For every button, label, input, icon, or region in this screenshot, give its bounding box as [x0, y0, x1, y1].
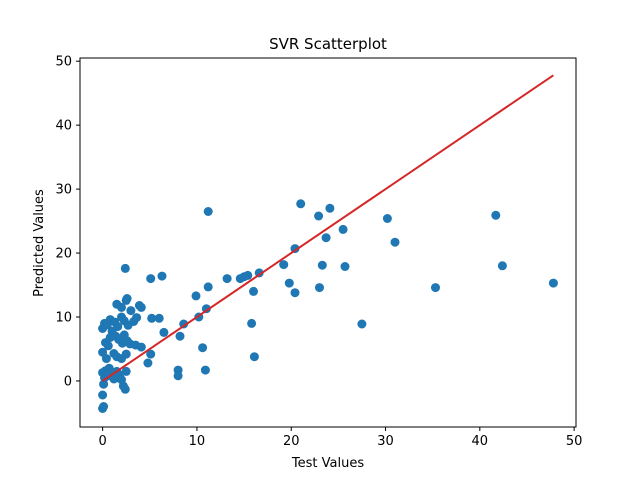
data-point — [315, 283, 324, 293]
data-point — [548, 278, 558, 288]
data-point — [431, 283, 440, 293]
x-tick-label: 30 — [377, 434, 394, 449]
data-point — [98, 347, 108, 357]
data-point — [325, 203, 335, 213]
data-point — [491, 210, 501, 220]
data-point — [120, 384, 130, 394]
data-point — [136, 302, 146, 312]
data-point — [126, 306, 136, 316]
data-point — [321, 233, 331, 243]
x-tick-label: 20 — [283, 434, 300, 449]
data-point — [117, 302, 126, 312]
data-point — [249, 352, 259, 362]
data-point — [338, 224, 348, 234]
data-point — [340, 262, 350, 271]
data-point — [120, 263, 130, 273]
data-point — [390, 237, 400, 247]
data-point — [154, 313, 164, 323]
data-point — [146, 274, 156, 284]
data-point — [191, 291, 201, 301]
plot-frame — [79, 57, 577, 428]
data-point — [103, 341, 113, 351]
chart-title: SVR Scatterplot — [269, 35, 387, 53]
data-point — [132, 313, 142, 323]
y-tick-label: 20 — [55, 247, 72, 262]
data-point — [284, 278, 294, 288]
data-point — [247, 318, 257, 328]
y-axis-ticks: 0 10 20 30 40 50 — [55, 55, 80, 389]
y-tick-label: 50 — [55, 55, 72, 70]
x-axis-label: Test Values — [291, 456, 364, 471]
data-point — [198, 343, 208, 353]
data-point — [203, 207, 213, 216]
data-point — [159, 327, 169, 337]
fit-line — [102, 74, 554, 382]
data-point — [121, 366, 131, 376]
data-point — [157, 271, 167, 281]
x-tick-label: 10 — [189, 434, 206, 449]
x-tick-label: 50 — [566, 434, 583, 449]
x-tick-label: 0 — [98, 434, 106, 449]
points-layer — [98, 199, 558, 413]
data-point — [382, 214, 392, 223]
y-tick-label: 40 — [55, 119, 72, 134]
data-point — [121, 349, 131, 359]
data-point — [249, 286, 258, 296]
data-point — [290, 288, 300, 298]
data-point — [143, 358, 153, 368]
data-point — [243, 270, 253, 280]
data-point — [147, 313, 157, 323]
y-tick-label: 30 — [55, 183, 72, 198]
data-point — [296, 199, 306, 209]
data-point — [200, 365, 210, 375]
x-tick-label: 40 — [472, 434, 489, 449]
data-point — [113, 322, 123, 332]
data-point — [175, 331, 185, 341]
x-axis-ticks: 0 10 20 30 40 50 — [98, 427, 582, 449]
data-point — [203, 282, 213, 292]
data-point — [314, 211, 324, 221]
data-point — [222, 274, 232, 284]
data-point — [357, 319, 367, 329]
fit-line-layer — [102, 74, 554, 382]
data-point — [122, 294, 132, 303]
y-tick-label: 10 — [55, 311, 72, 326]
data-point — [99, 402, 109, 411]
data-point — [497, 261, 507, 271]
data-point — [146, 349, 156, 359]
data-point — [173, 371, 183, 381]
y-axis-label: Predicted Values — [32, 189, 47, 297]
data-point — [317, 260, 327, 270]
data-point — [98, 390, 108, 400]
data-point — [179, 319, 189, 329]
y-tick-label: 0 — [64, 374, 72, 389]
data-point — [136, 342, 146, 352]
data-point — [279, 260, 289, 270]
